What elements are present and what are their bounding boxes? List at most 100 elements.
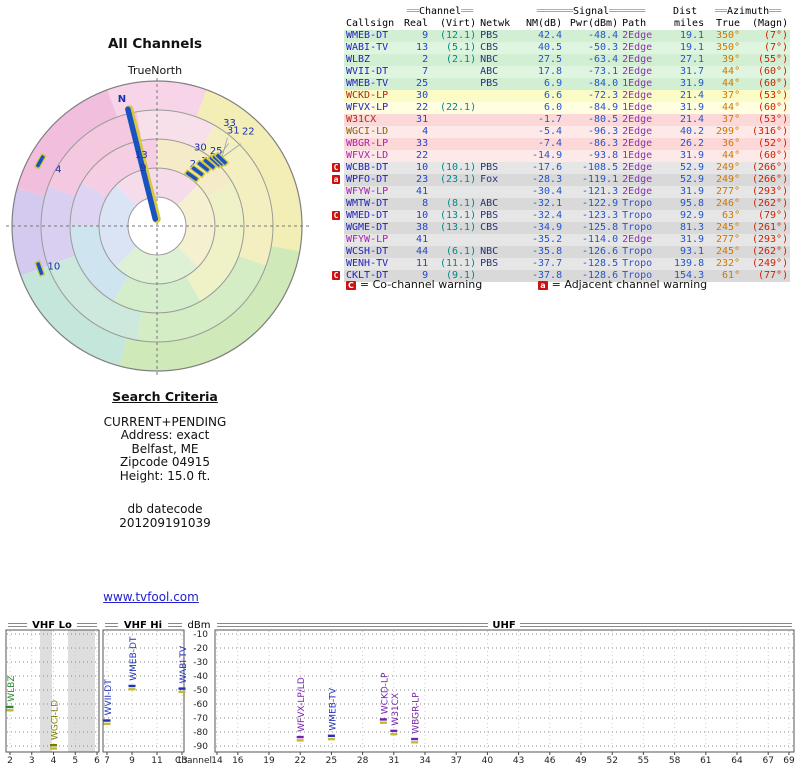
- radar-channel-marker-label: 10: [47, 262, 60, 273]
- table-group-header: ══Azimuth══: [706, 6, 790, 18]
- azimuth-magn-cell: (52°): [742, 138, 790, 150]
- callsign-cell[interactable]: WMEB-TV: [344, 78, 402, 90]
- callsign-cell[interactable]: WMTW-DT: [344, 198, 402, 210]
- callsign-cell[interactable]: WMED-DT: [344, 210, 402, 222]
- nm-db-cell: 40.5: [518, 42, 564, 54]
- path-cell: 2Edge: [620, 234, 664, 246]
- callsign-cell[interactable]: W31CX: [344, 114, 402, 126]
- callsign-cell[interactable]: WCKD-LP: [344, 90, 402, 102]
- virtual-channel-cell: (12.1): [430, 30, 478, 42]
- azimuth-true-cell: 44°: [706, 78, 742, 90]
- spectrum-titles: VHF LoVHF HiUHFdBm: [8, 620, 792, 631]
- svg-text:28: 28: [357, 756, 369, 766]
- callsign-cell[interactable]: WFVX-LD: [344, 150, 402, 162]
- network-cell: ABC: [478, 198, 518, 210]
- spectrum-section-title: UHF: [492, 620, 515, 631]
- search-criteria: Search Criteria CURRENT+PENDING Address:…: [65, 390, 265, 530]
- callsign-cell[interactable]: WCBB-DT: [344, 162, 402, 174]
- real-channel-cell: 33: [402, 138, 430, 150]
- power-dbm-cell: -96.3: [564, 126, 620, 138]
- spectrum-point-label: WLBZ: [7, 675, 17, 701]
- nm-db-cell: 17.8: [518, 66, 564, 78]
- table-column-header: (Virt): [430, 18, 478, 30]
- table-row: WGME-DT38(13.1)CBS-34.9-125.8Tropo81.324…: [328, 222, 790, 234]
- virtual-channel-cell: [430, 186, 478, 198]
- callsign-cell[interactable]: WENH-TV: [344, 258, 402, 270]
- callsign-cell[interactable]: WFYW-LP: [344, 234, 402, 246]
- table-group-header: ══Channel══: [402, 6, 478, 18]
- warning-cell: [328, 54, 344, 66]
- tvfool-link[interactable]: www.tvfool.com: [51, 590, 251, 604]
- warning-cell: [328, 126, 344, 138]
- spectrum-point-label: WMEB-DT: [129, 636, 139, 681]
- table-group-header: [328, 6, 344, 18]
- nm-db-cell: -1.7: [518, 114, 564, 126]
- criteria-line-zipcode: Zipcode 04915: [65, 456, 265, 470]
- spectrum-point-label: WVII-DT: [104, 679, 114, 716]
- power-dbm-cell: -108.5: [564, 162, 620, 174]
- real-channel-cell: 22: [402, 150, 430, 162]
- warning-cell: [328, 66, 344, 78]
- azimuth-magn-cell: (60°): [742, 66, 790, 78]
- warning-cell: [328, 42, 344, 54]
- svg-text:19: 19: [263, 756, 275, 766]
- callsign-cell[interactable]: WCSH-DT: [344, 246, 402, 258]
- callsign-cell[interactable]: WPFO-DT: [344, 174, 402, 186]
- callsign-cell[interactable]: WABI-TV: [344, 42, 402, 54]
- table-column-header: miles: [664, 18, 706, 30]
- callsign-cell[interactable]: WVII-DT: [344, 66, 402, 78]
- path-cell: Tropo: [620, 258, 664, 270]
- radar-channel-label: 9: [140, 163, 146, 174]
- radar-channel-marker-label: 33: [223, 118, 236, 129]
- warning-cell: [328, 222, 344, 234]
- table-row: WABI-TV13(5.1)CBS40.5-50.32Edge19.1350°(…: [328, 42, 790, 54]
- adjacent-channel-warning-text: = Adjacent channel warning: [552, 278, 708, 291]
- callsign-cell[interactable]: WGCI-LD: [344, 126, 402, 138]
- svg-text:-70: -70: [193, 714, 208, 724]
- path-cell: 2Edge: [620, 30, 664, 42]
- svg-text:6: 6: [94, 756, 100, 766]
- spectrum-point-label: WMEB-TV: [328, 687, 338, 730]
- callsign-cell[interactable]: WMEB-DT: [344, 30, 402, 42]
- virtual-channel-cell: (23.1): [430, 174, 478, 186]
- virtual-channel-cell: (10.1): [430, 162, 478, 174]
- path-cell: 2Edge: [620, 90, 664, 102]
- azimuth-true-cell: 350°: [706, 42, 742, 54]
- svg-text:-60: -60: [193, 700, 208, 710]
- network-cell: PBS: [478, 78, 518, 90]
- real-channel-cell: 31: [402, 114, 430, 126]
- virtual-channel-cell: (22.1): [430, 102, 478, 114]
- real-channel-cell: 4: [402, 126, 430, 138]
- power-dbm-cell: -48.4: [564, 30, 620, 42]
- svg-text:52: 52: [606, 756, 617, 766]
- warning-cell: [328, 90, 344, 102]
- callsign-cell[interactable]: WFVX-LP: [344, 102, 402, 114]
- distance-cell: 31.9: [664, 234, 706, 246]
- network-cell: [478, 138, 518, 150]
- nm-db-cell: -37.7: [518, 258, 564, 270]
- real-channel-cell: 30: [402, 90, 430, 102]
- azimuth-magn-cell: (53°): [742, 114, 790, 126]
- svg-text:9: 9: [129, 756, 135, 766]
- datecode-value: 201209191039: [65, 517, 265, 531]
- real-channel-cell: 2: [402, 54, 430, 66]
- virtual-channel-cell: (13.1): [430, 222, 478, 234]
- callsign-cell[interactable]: WBGR-LP: [344, 138, 402, 150]
- warning-cell: a: [328, 174, 344, 186]
- table-group-header: ══════Signal══════: [518, 6, 664, 18]
- table-row: WBGR-LP33-7.4-86.32Edge26.236°(52°): [328, 138, 790, 150]
- callsign-cell[interactable]: WGME-DT: [344, 222, 402, 234]
- spectrum-point-label: WGCI-LD: [51, 700, 61, 740]
- path-cell: Tropo: [620, 222, 664, 234]
- svg-text:37: 37: [450, 756, 461, 766]
- callsign-cell[interactable]: WFYW-LP: [344, 186, 402, 198]
- table-row: WFYW-LP41-35.2-114.02Edge31.9277°(293°): [328, 234, 790, 246]
- power-dbm-cell: -80.5: [564, 114, 620, 126]
- virtual-channel-cell: (6.1): [430, 246, 478, 258]
- real-channel-cell: 41: [402, 234, 430, 246]
- signal-table: ══Channel════════Signal══════Dist══Azimu…: [328, 6, 790, 282]
- radar-channel-marker-label: 22: [242, 126, 255, 137]
- callsign-cell[interactable]: WLBZ: [344, 54, 402, 66]
- co-channel-warning-badge: C: [332, 211, 341, 220]
- power-dbm-cell: -72.3: [564, 90, 620, 102]
